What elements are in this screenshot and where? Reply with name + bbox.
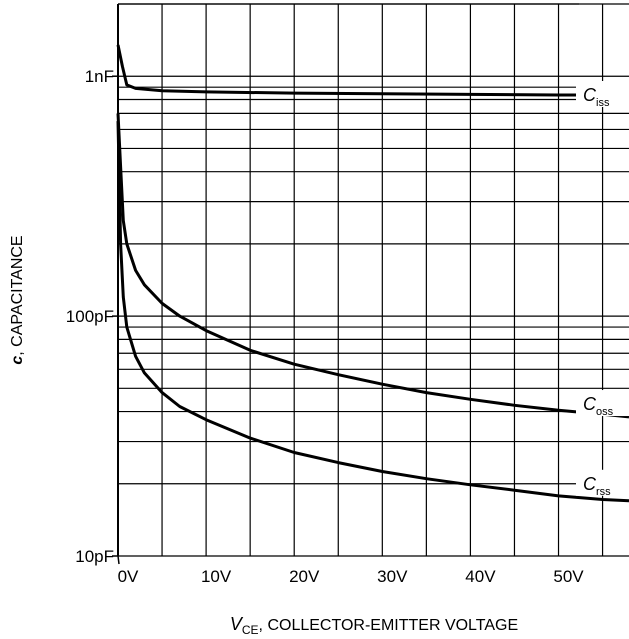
x-tick-label: 10V xyxy=(201,567,232,586)
series-line-c_rss xyxy=(116,121,629,503)
y-axis-label: c, CAPACITANCE xyxy=(9,235,26,364)
y-tick-label: 10pF xyxy=(75,547,114,566)
series-labels: Ciss Coss Crss xyxy=(576,81,629,498)
x-tick-label: 0V xyxy=(118,567,139,586)
series-line-c_oss xyxy=(116,113,629,419)
grid xyxy=(112,3,629,565)
tick-labels: 0V 10V 20V 30V 40V 50V 10pF 100pF 1nF xyxy=(66,67,585,586)
x-tick-label: 30V xyxy=(377,567,408,586)
x-tick-label: 20V xyxy=(289,567,320,586)
series-label-bg xyxy=(576,390,629,417)
series-label-bg xyxy=(576,469,629,496)
series-label-c_rss: Crss xyxy=(583,474,611,498)
series-label-c_oss: Coss xyxy=(583,394,614,418)
series-label-bg xyxy=(576,81,629,108)
y-tick-label: 1nF xyxy=(85,67,114,86)
x-tick-label: 50V xyxy=(553,567,584,586)
series-line-c_iss xyxy=(116,44,629,97)
y-tick-label: 100pF xyxy=(66,307,114,326)
curves xyxy=(116,44,629,503)
x-tick-label: 40V xyxy=(465,567,496,586)
series-label-c_iss: Ciss xyxy=(583,85,610,109)
x-axis-label: VCE, COLLECTOR-EMITTER VOLTAGE xyxy=(230,614,518,637)
x-tick-mark xyxy=(117,555,120,565)
